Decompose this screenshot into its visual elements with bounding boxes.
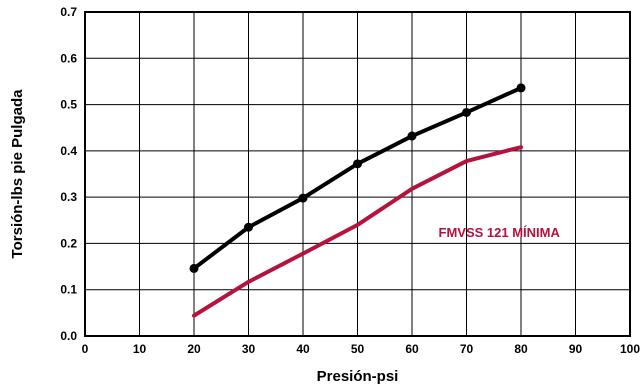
series-0-point (407, 131, 417, 141)
y-tick-label: 0.6 (60, 51, 77, 65)
y-tick-label: 0.5 (60, 98, 77, 112)
x-tick-label: 80 (514, 342, 528, 356)
x-tick-label: 50 (351, 342, 365, 356)
series-0-point (189, 263, 199, 273)
series-0-point (353, 159, 362, 169)
series-0-point (244, 222, 253, 232)
x-tick-label: 90 (569, 342, 583, 356)
series-label-annotation: FMVSS 121 MÍNIMA (439, 225, 561, 240)
y-tick-label: 0.4 (60, 144, 77, 158)
annotation-layer: FMVSS 121 MÍNIMA (439, 225, 561, 240)
y-tick-label: 0.1 (60, 283, 77, 297)
x-tick-label: 40 (296, 342, 310, 356)
x-tick-label: 70 (460, 342, 474, 356)
y-tick-label: 0.2 (60, 236, 77, 250)
grid-lines (84, 11, 631, 337)
x-tick-label: 0 (82, 342, 89, 356)
x-tick-label: 100 (620, 342, 640, 356)
y-tick-label: 0.0 (60, 329, 77, 343)
x-tick-label: 10 (133, 342, 147, 356)
x-tick-label: 60 (405, 342, 419, 356)
y-axis-tick-labels: 0.0 0.1 0.2 0.3 0.4 0.5 0.6 0.7 (60, 5, 77, 343)
plot-area-frame (84, 11, 631, 337)
y-tick-label: 0.7 (60, 5, 77, 19)
x-axis-tick-labels: 0 10 20 30 40 50 60 70 80 90 100 (82, 342, 641, 356)
x-tick-label: 30 (242, 342, 256, 356)
series-0-point (462, 107, 471, 117)
series-1-line (192, 145, 523, 318)
series-layer (189, 83, 526, 318)
y-tick-label: 0.3 (60, 190, 77, 204)
x-tick-label: 20 (187, 342, 201, 356)
x-axis-title: Presión-psi (317, 368, 399, 385)
y-axis-title: Torsión-lbs pie Pulgada (9, 89, 26, 259)
series-0-point (298, 193, 308, 203)
series-0-point (516, 83, 526, 93)
